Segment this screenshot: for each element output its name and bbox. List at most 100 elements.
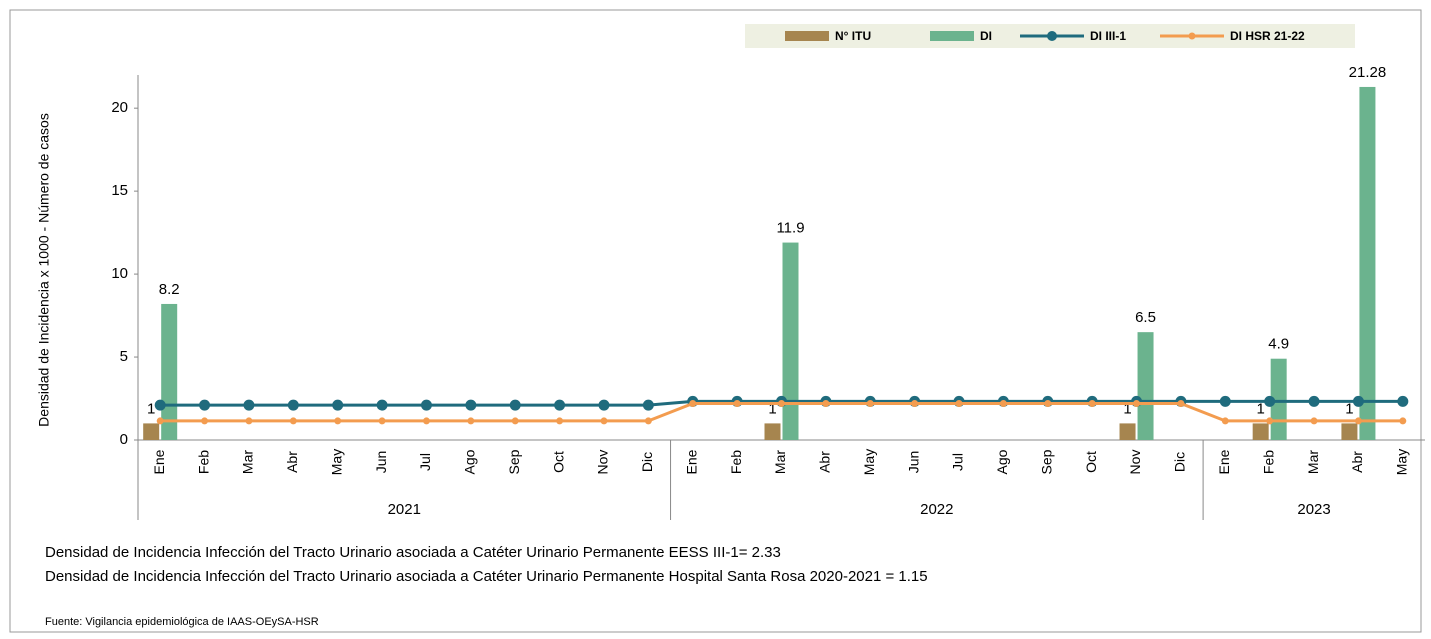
line-marker	[600, 417, 608, 425]
line-marker	[422, 417, 430, 425]
legend-swatch	[785, 31, 829, 41]
y-tick-label: 20	[111, 99, 128, 116]
x-tick-label: Jul	[950, 453, 966, 471]
line-marker	[1352, 395, 1364, 407]
line-marker	[1221, 417, 1229, 425]
bar	[764, 423, 781, 440]
line-marker	[689, 400, 697, 407]
data-label: 8.2	[159, 281, 180, 298]
group-label: 2023	[1297, 501, 1330, 518]
line-marker	[334, 417, 342, 425]
line-marker	[289, 417, 297, 425]
bar	[1341, 423, 1358, 440]
x-tick-label: Nov	[595, 450, 611, 475]
line-marker	[778, 400, 785, 407]
y-tick-label: 0	[120, 431, 128, 448]
line-marker	[420, 399, 432, 411]
x-tick-label: Sep	[506, 449, 522, 474]
bar	[1137, 332, 1154, 440]
line-marker	[955, 400, 963, 407]
x-tick-label: Ene	[151, 449, 167, 474]
line-marker	[201, 417, 209, 425]
data-label: 1	[1257, 400, 1265, 417]
x-tick-label: Jun	[905, 451, 921, 474]
line-marker	[999, 400, 1007, 407]
line-marker	[598, 399, 610, 411]
line-marker	[511, 417, 519, 425]
line-marker	[287, 399, 299, 411]
x-tick-label: May	[328, 449, 344, 475]
group-label: 2022	[920, 501, 953, 518]
group-label: 2021	[388, 501, 421, 518]
x-tick-label: Abr	[817, 451, 833, 473]
line-marker	[554, 399, 566, 411]
y-tick-label: 15	[111, 182, 128, 199]
line-marker	[733, 400, 741, 407]
line-marker	[1399, 417, 1407, 425]
data-label: 11.9	[776, 220, 804, 237]
note: Densidad de Incidencia Infección del Tra…	[45, 568, 928, 585]
line-marker	[1308, 395, 1320, 407]
data-label: 6.5	[1135, 309, 1156, 326]
bar	[782, 242, 799, 440]
data-label: 1	[768, 400, 776, 417]
line-marker	[467, 417, 475, 425]
line-marker	[465, 399, 477, 411]
data-label: 1	[1123, 400, 1131, 417]
x-tick-label: Mar	[772, 450, 788, 474]
line-marker	[1219, 395, 1231, 407]
x-tick-label: Abr	[284, 451, 300, 473]
legend-swatch	[1047, 31, 1057, 41]
line-marker	[376, 399, 388, 411]
x-tick-label: Jul	[417, 453, 433, 471]
y-tick-label: 10	[111, 265, 128, 282]
line-marker	[332, 399, 344, 411]
line-marker	[199, 399, 211, 411]
x-tick-label: Sep	[1038, 449, 1054, 474]
line-marker	[378, 417, 386, 425]
x-tick-label: Oct	[550, 451, 566, 473]
data-label: 1	[1345, 400, 1353, 417]
x-tick-label: May	[861, 449, 877, 475]
x-tick-label: Oct	[1083, 451, 1099, 473]
line-marker	[1264, 395, 1276, 407]
line-marker	[911, 400, 919, 407]
x-tick-label: Mar	[240, 450, 256, 474]
legend-label: DI	[980, 29, 992, 43]
chart-border	[9, 9, 1422, 633]
line-marker	[1354, 417, 1362, 425]
line-marker	[243, 399, 255, 411]
data-label: 4.9	[1268, 336, 1289, 353]
legend-label: N° ITU	[835, 29, 871, 43]
bar	[143, 423, 160, 440]
y-tick-label: 5	[120, 348, 128, 365]
bar	[1359, 86, 1376, 440]
x-tick-label: Nov	[1127, 450, 1143, 475]
line-marker	[866, 400, 874, 407]
line-marker	[509, 399, 521, 411]
line-marker	[1044, 400, 1052, 407]
line-marker	[1133, 400, 1141, 407]
bar	[1252, 423, 1269, 440]
x-tick-label: Dic	[1172, 452, 1188, 472]
line-marker	[642, 399, 654, 411]
line-marker	[1397, 395, 1409, 407]
line-marker	[245, 417, 253, 425]
x-tick-label: Ene	[1216, 449, 1232, 474]
x-tick-label: Ago	[462, 449, 478, 474]
x-tick-label: Jun	[373, 451, 389, 474]
data-label: 1	[147, 400, 155, 417]
legend-swatch	[1188, 32, 1196, 40]
line-marker	[1088, 400, 1096, 407]
data-label: 21.28	[1349, 64, 1387, 81]
line-marker	[556, 417, 564, 425]
line-marker	[154, 399, 166, 411]
x-tick-label: Mar	[1305, 450, 1321, 474]
bar	[1119, 423, 1136, 440]
x-tick-label: May	[1394, 449, 1410, 475]
source: Fuente: Vigilancia epidemiológica de IAA…	[45, 616, 319, 628]
x-tick-label: Ago	[994, 449, 1010, 474]
legend-label: DI HSR 21-22	[1230, 29, 1305, 43]
